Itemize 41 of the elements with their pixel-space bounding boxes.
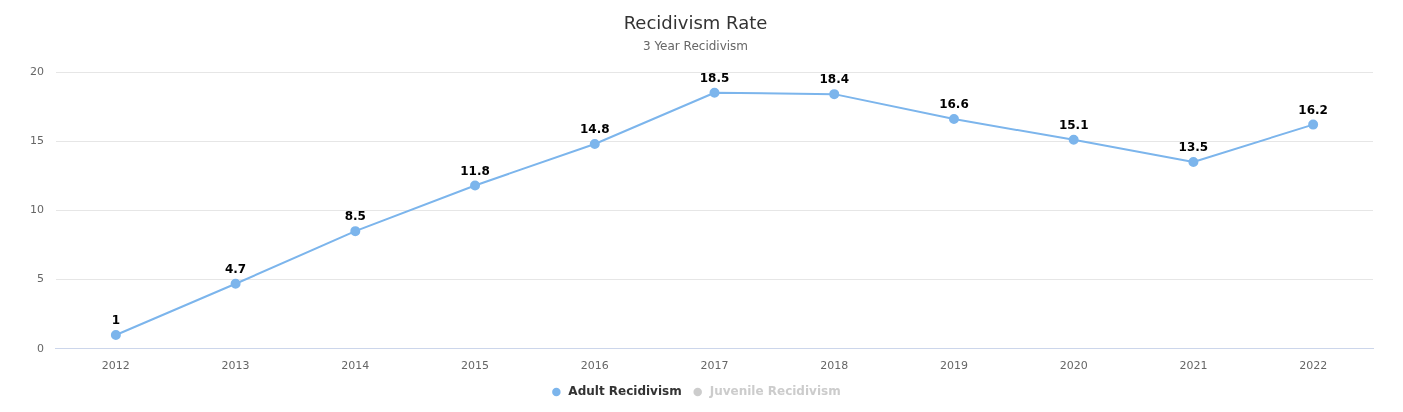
data-label: 11.8	[460, 163, 490, 178]
point	[1068, 134, 1079, 145]
data-label: 13.5	[1178, 140, 1209, 155]
x-tick-label: 2016	[580, 359, 609, 373]
point	[589, 138, 600, 149]
x-tick-label: 2022	[1299, 359, 1328, 373]
data-label: 18.4	[819, 72, 850, 87]
point	[110, 329, 121, 340]
data-label: 4.7	[224, 261, 247, 276]
chart-title: Recidivism Rate	[623, 12, 768, 34]
data-label: 16.2	[1298, 102, 1328, 117]
y-tick-label: 10	[30, 203, 44, 217]
point	[230, 278, 241, 289]
point	[470, 180, 481, 191]
x-tick-label: 2014	[341, 359, 370, 373]
x-tick-label: 2019	[939, 359, 968, 373]
data-label: 8.5	[344, 209, 366, 224]
y-tick-label: 0	[37, 341, 44, 355]
x-tick-label: 2020	[1059, 359, 1088, 373]
x-tick-label: 2021	[1179, 359, 1208, 373]
data-label: 1	[111, 313, 121, 328]
chart-subtitle: 3 Year Recidivism	[642, 38, 749, 53]
x-tick-label: 2012	[101, 359, 130, 373]
x-tick-label: 2018	[820, 359, 849, 373]
point	[948, 114, 959, 125]
x-tick-label: 2013	[221, 359, 250, 373]
y-tick-label: 5	[37, 272, 44, 286]
x-tick-label: 2017	[700, 359, 729, 373]
point	[709, 87, 720, 98]
point	[829, 89, 840, 100]
data-label: 15.1	[1058, 117, 1089, 132]
y-tick-label: 15	[30, 134, 44, 148]
legend-label: Adult Recidivism	[568, 384, 682, 399]
data-label: 18.5	[699, 70, 730, 85]
data-label: 16.6	[939, 97, 969, 112]
y-tick-label: 20	[30, 64, 44, 78]
x-tick-label: 2015	[461, 359, 490, 373]
point	[1308, 119, 1319, 130]
point	[1188, 156, 1199, 167]
point	[350, 226, 361, 237]
data-label: 14.8	[579, 122, 610, 137]
